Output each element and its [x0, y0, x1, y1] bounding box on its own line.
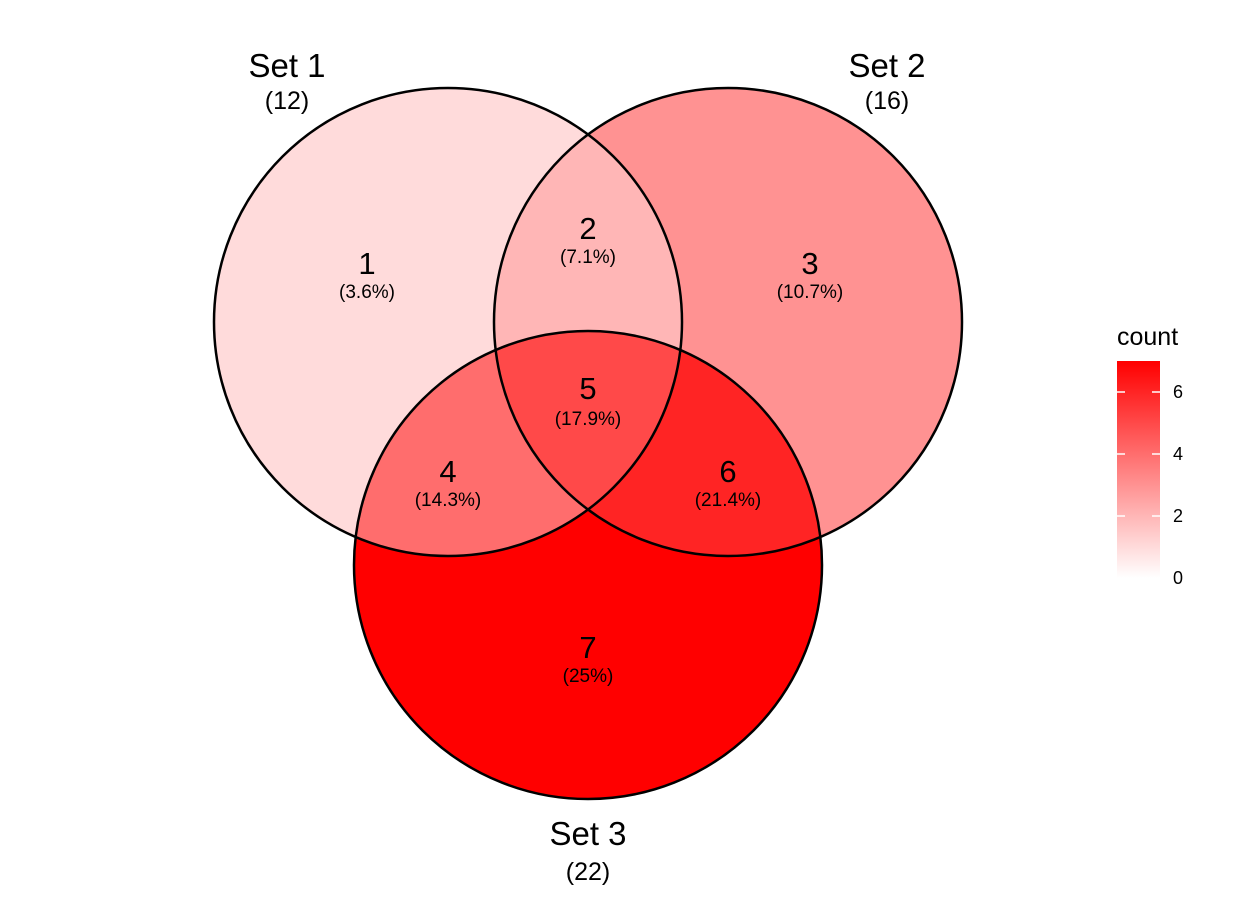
- legend-tick-label-6: 6: [1173, 382, 1183, 402]
- set-2-label: Set 2: [848, 47, 925, 84]
- set-1-outline: [212, 86, 684, 558]
- legend-tick-label-0: 0: [1173, 568, 1183, 588]
- set-1-total: (12): [265, 87, 309, 115]
- region-1-3-percent: (14.3%): [415, 490, 482, 511]
- legend-colorbar: [1117, 361, 1160, 578]
- set-1-label: Set 1: [248, 47, 325, 84]
- legend-tick-label-2: 2: [1173, 506, 1183, 526]
- region-only-3-percent: (25%): [563, 666, 614, 687]
- region-2-3-percent: (21.4%): [695, 490, 762, 511]
- region-1-2-count: 2: [579, 211, 596, 246]
- region-only-2-count: 3: [801, 246, 818, 281]
- set-3-outline: [352, 329, 824, 801]
- set-3-total: (22): [566, 858, 610, 886]
- region-2-3-count: 6: [719, 454, 736, 489]
- region-1-2-3: [494, 331, 682, 556]
- set-2-total: (16): [865, 87, 909, 115]
- region-only-2-percent: (10.7%): [777, 282, 844, 303]
- region-1-3-count: 4: [439, 454, 456, 489]
- region-only-1-count: 1: [358, 246, 375, 281]
- legend: count 0 2 4 6: [1117, 323, 1183, 588]
- region-only-1-percent: (3.6%): [339, 282, 395, 303]
- legend-title: count: [1117, 323, 1178, 351]
- region-1-2-3-percent: (17.9%): [555, 409, 622, 430]
- region-fills: [214, 88, 962, 799]
- set-2-outline: [492, 86, 964, 558]
- set-outlines: [212, 86, 964, 801]
- region-1-2-percent: (7.1%): [560, 247, 616, 268]
- set-3-label: Set 3: [549, 815, 626, 852]
- region-only-3-count: 7: [579, 630, 596, 665]
- legend-tick-label-4: 4: [1173, 444, 1183, 464]
- region-1-2-3-count: 5: [579, 371, 596, 406]
- legend-ticks: 0 2 4 6: [1117, 382, 1183, 588]
